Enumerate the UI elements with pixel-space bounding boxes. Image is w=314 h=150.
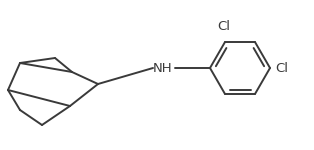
Text: NH: NH <box>153 61 173 75</box>
Text: Cl: Cl <box>218 20 230 33</box>
Text: Cl: Cl <box>275 61 288 75</box>
